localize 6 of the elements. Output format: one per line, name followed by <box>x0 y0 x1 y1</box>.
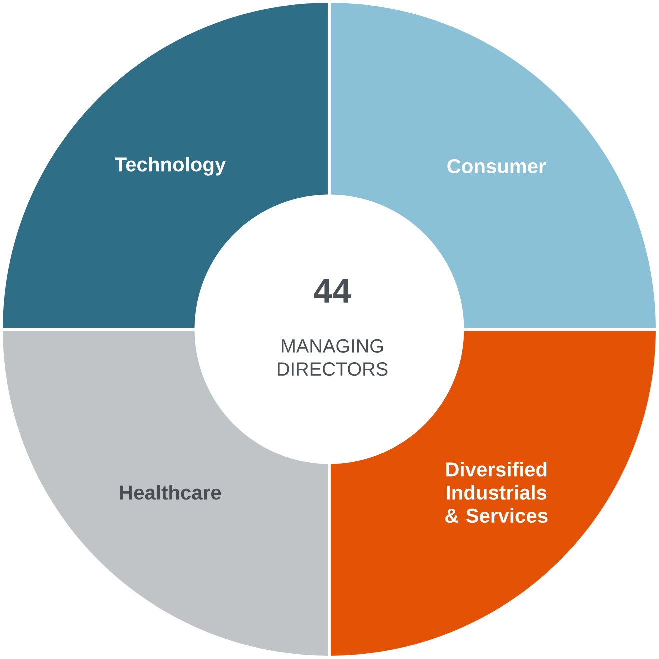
slice-label: Consumer <box>448 159 546 174</box>
text: MANAGING DIRECTORS <box>278 339 388 376</box>
slice-label: Technology <box>115 157 226 176</box>
text: 44 <box>314 279 352 303</box>
slice-label: Diversified Industrials & Services <box>446 462 548 524</box>
slice-label: Healthcare <box>120 485 222 500</box>
